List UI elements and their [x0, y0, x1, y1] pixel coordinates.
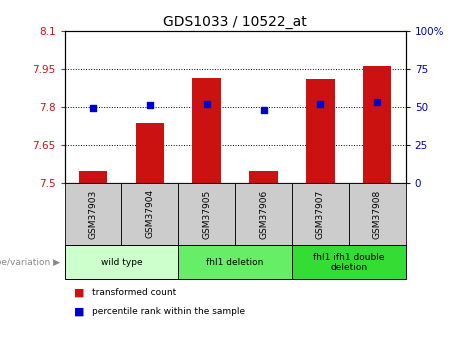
- Text: genotype/variation ▶: genotype/variation ▶: [0, 258, 60, 267]
- Text: fhl1 deletion: fhl1 deletion: [207, 258, 264, 267]
- Bar: [306, 79, 335, 183]
- Text: GSM37907: GSM37907: [316, 189, 325, 238]
- Text: GSM37904: GSM37904: [145, 189, 154, 238]
- Bar: [136, 124, 164, 183]
- Point: [260, 107, 267, 113]
- Text: fhl1 ifh1 double
deletion: fhl1 ifh1 double deletion: [313, 253, 384, 272]
- Point: [317, 101, 324, 107]
- Text: ■: ■: [74, 307, 84, 317]
- Text: GSM37905: GSM37905: [202, 189, 211, 238]
- Bar: [193, 78, 221, 183]
- Text: GSM37906: GSM37906: [259, 189, 268, 238]
- Bar: [363, 67, 391, 183]
- Text: percentile rank within the sample: percentile rank within the sample: [92, 307, 245, 316]
- Text: ■: ■: [74, 288, 84, 298]
- Bar: [249, 171, 278, 183]
- Text: GSM37903: GSM37903: [89, 189, 97, 238]
- Point: [373, 100, 381, 105]
- Text: wild type: wild type: [100, 258, 142, 267]
- Title: GDS1033 / 10522_at: GDS1033 / 10522_at: [163, 14, 307, 29]
- Point: [203, 101, 210, 107]
- Point: [89, 106, 97, 111]
- Point: [146, 103, 154, 108]
- Text: GSM37908: GSM37908: [373, 189, 382, 238]
- Text: transformed count: transformed count: [92, 288, 177, 297]
- Bar: [79, 171, 107, 183]
